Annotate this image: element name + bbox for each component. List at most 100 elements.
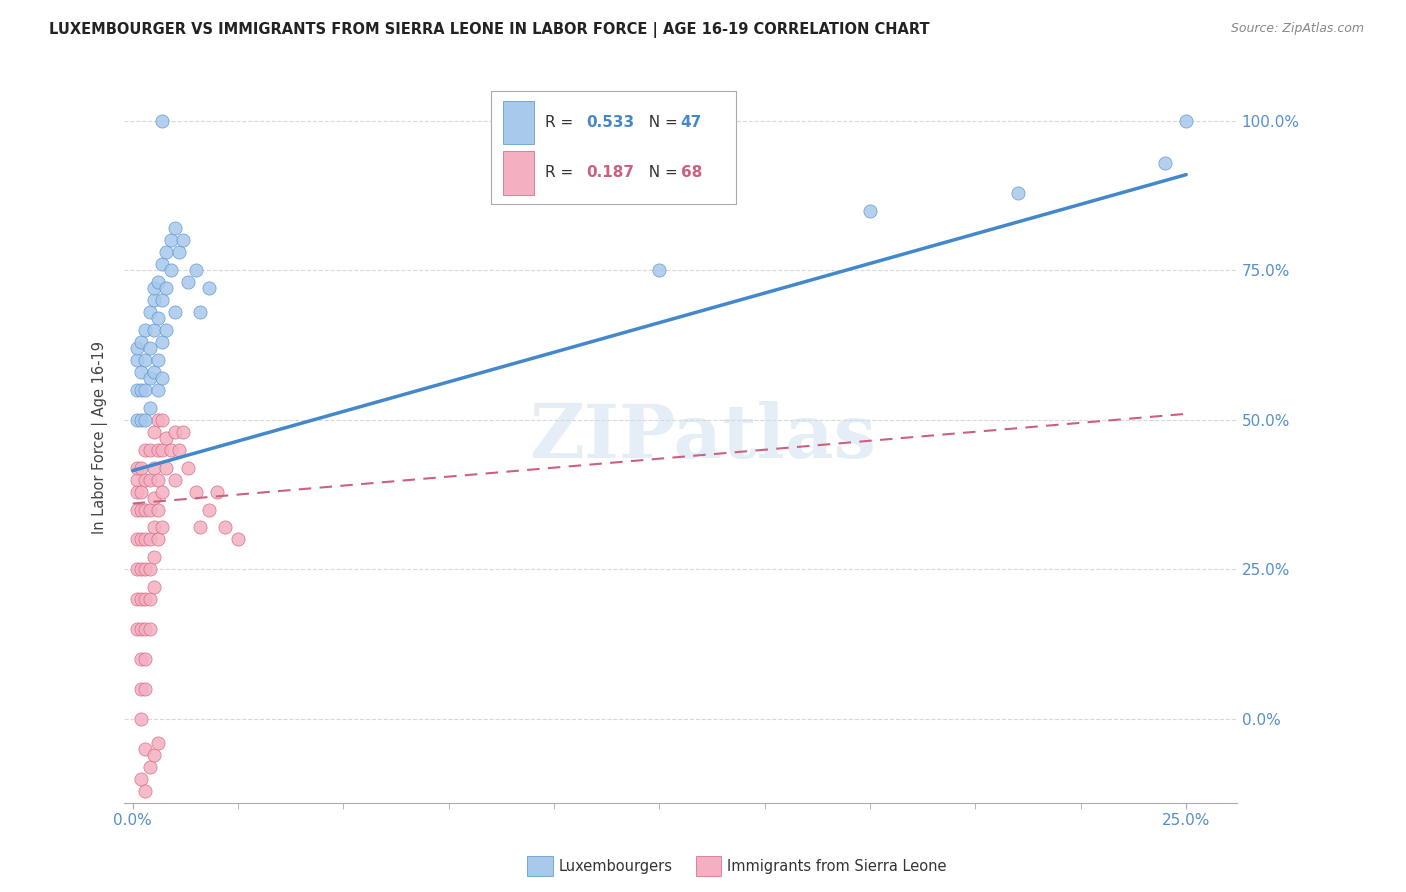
Point <box>125 484 148 499</box>
Text: ZIPatlas: ZIPatlas <box>529 401 876 475</box>
Point <box>184 484 207 499</box>
Point <box>150 334 173 349</box>
Text: LUXEMBOURGER VS IMMIGRANTS FROM SIERRA LEONE IN LABOR FORCE | AGE 16-19 CORRELAT: LUXEMBOURGER VS IMMIGRANTS FROM SIERRA L… <box>49 22 929 38</box>
Point <box>138 305 160 319</box>
Point <box>146 353 169 368</box>
Point <box>142 580 165 594</box>
Point <box>142 323 165 337</box>
Point <box>138 533 160 547</box>
Point <box>146 311 169 326</box>
Point <box>150 442 173 457</box>
Point <box>129 562 152 576</box>
Point <box>172 425 194 439</box>
Point <box>129 383 152 397</box>
Point <box>125 622 148 636</box>
Point <box>129 365 152 379</box>
Point <box>129 533 152 547</box>
Point <box>155 460 177 475</box>
Point <box>129 413 152 427</box>
Point <box>125 473 148 487</box>
Point <box>142 460 165 475</box>
Point <box>134 622 156 636</box>
Point <box>125 502 148 516</box>
Point <box>146 275 169 289</box>
Point <box>150 413 173 427</box>
Point <box>146 502 169 516</box>
Point <box>159 234 181 248</box>
Point <box>197 502 219 516</box>
Text: Immigrants from Sierra Leone: Immigrants from Sierra Leone <box>727 859 946 873</box>
Text: N =: N = <box>640 115 683 130</box>
Point <box>134 562 156 576</box>
Point <box>134 323 156 337</box>
Point <box>155 281 177 295</box>
Point <box>163 473 186 487</box>
Point <box>134 413 156 427</box>
Point <box>138 592 160 607</box>
Point <box>129 681 152 696</box>
Point <box>138 401 160 415</box>
Point <box>125 460 148 475</box>
Point <box>142 281 165 295</box>
Point <box>163 425 186 439</box>
Point <box>138 759 160 773</box>
Point <box>172 234 194 248</box>
Point <box>142 550 165 565</box>
Text: N =: N = <box>640 165 683 180</box>
Point <box>129 772 152 786</box>
Point <box>129 334 152 349</box>
Point <box>125 562 148 576</box>
Point <box>150 520 173 534</box>
Point <box>150 257 173 271</box>
Point <box>214 520 236 534</box>
Point <box>146 473 169 487</box>
Point <box>129 652 152 666</box>
Point <box>1007 186 1029 200</box>
Point <box>188 520 211 534</box>
Point <box>184 263 207 277</box>
Point <box>155 431 177 445</box>
Point <box>134 442 156 457</box>
Point <box>129 712 152 726</box>
Point <box>188 305 211 319</box>
Text: R =: R = <box>544 165 583 180</box>
Point <box>146 383 169 397</box>
Point <box>129 460 152 475</box>
Point <box>163 305 186 319</box>
Text: 68: 68 <box>681 165 702 180</box>
Point <box>176 275 198 289</box>
Point <box>146 413 169 427</box>
Point <box>134 592 156 607</box>
Point <box>142 491 165 505</box>
Point <box>142 425 165 439</box>
Point <box>134 783 156 797</box>
Point <box>1154 155 1177 169</box>
Point <box>125 533 148 547</box>
Bar <box>502 101 534 145</box>
Point <box>134 681 156 696</box>
Point <box>648 263 671 277</box>
Text: 0.533: 0.533 <box>586 115 634 130</box>
Point <box>129 622 152 636</box>
Point <box>159 263 181 277</box>
Point <box>150 371 173 385</box>
Point <box>142 520 165 534</box>
Point <box>150 113 173 128</box>
Point <box>146 533 169 547</box>
Point <box>138 562 160 576</box>
Point <box>146 736 169 750</box>
Point <box>125 413 148 427</box>
Point <box>134 502 156 516</box>
Point <box>226 533 249 547</box>
Point <box>134 741 156 756</box>
Point <box>129 484 152 499</box>
Point <box>125 383 148 397</box>
Point <box>159 442 181 457</box>
Point <box>134 652 156 666</box>
Point <box>138 371 160 385</box>
Text: Source: ZipAtlas.com: Source: ZipAtlas.com <box>1230 22 1364 36</box>
Point <box>142 365 165 379</box>
Text: Luxembourgers: Luxembourgers <box>558 859 672 873</box>
Point <box>155 323 177 337</box>
Point <box>129 502 152 516</box>
